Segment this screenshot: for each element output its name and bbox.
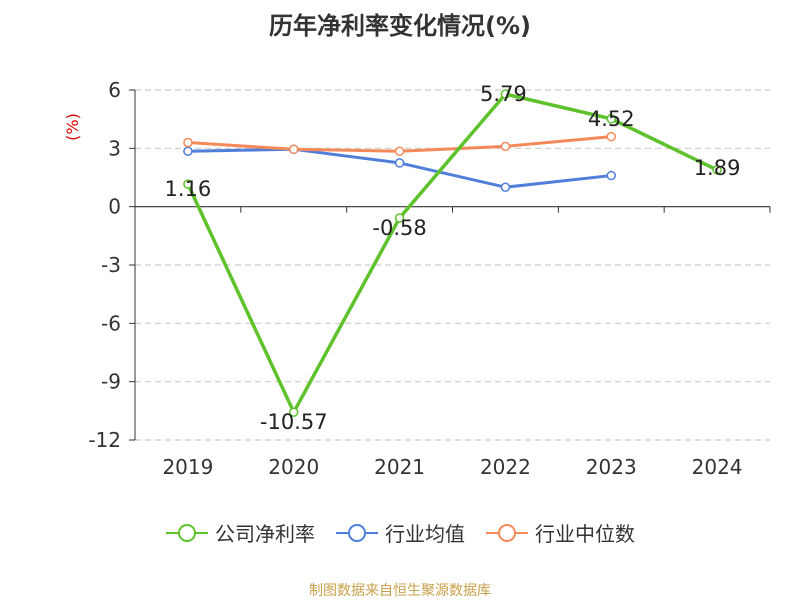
data-point: [500, 89, 511, 99]
data-point: [500, 182, 511, 192]
x-tick-label: 2019: [162, 455, 213, 479]
data-label: -0.58: [372, 216, 426, 240]
data-label: -10.57: [260, 410, 328, 434]
y-tick-label: 3: [108, 136, 121, 160]
line-chart: 6 3 0 -3 -6 -9 -12 (%) 2019 2020 2021 2022 2023 2024 1…: [63, 78, 771, 479]
y-axis-label: (%): [63, 113, 82, 141]
legend-swatch-icon: [336, 523, 378, 542]
legend-label: 行业中位数: [535, 522, 635, 546]
data-point: [606, 170, 616, 181]
data-label: 1.89: [694, 156, 741, 180]
x-tick-label: 2021: [374, 455, 425, 479]
y-tick-label: -12: [88, 428, 121, 452]
data-label: 1.16: [165, 177, 212, 201]
source-footer: 制图数据来自恒生聚源数据库: [309, 583, 491, 599]
data-point: [394, 146, 405, 156]
data-point: [289, 407, 299, 417]
y-tick-label: -9: [101, 370, 121, 394]
data-point: [712, 165, 722, 175]
y-tick-label: -3: [101, 253, 121, 277]
legend-label: 行业均值: [385, 522, 465, 546]
data-point: [183, 179, 193, 189]
data-label: 5.79: [480, 82, 527, 106]
data-point: [394, 213, 405, 223]
x-tick-label: 2024: [692, 455, 743, 479]
data-point: [289, 144, 299, 155]
data-point: [606, 131, 616, 142]
legend-swatch-icon: [486, 523, 528, 542]
data-point: [606, 114, 616, 124]
legend-item[interactable]: 行业中位数: [485, 518, 635, 547]
chart-title: 历年净利率变化情况(%): [269, 12, 531, 40]
data-label: 4.52: [588, 107, 635, 131]
x-tick-label: 2020: [268, 455, 319, 479]
x-tick-label: 2022: [480, 455, 531, 479]
x-tick-label: 2023: [586, 455, 637, 479]
y-tick-label: 6: [108, 78, 121, 102]
legend-item[interactable]: 行业均值: [335, 518, 465, 547]
data-point: [183, 137, 193, 148]
legend-label: 公司净利率: [215, 522, 315, 546]
data-point: [394, 158, 405, 168]
series-line: [186, 92, 718, 414]
y-tick-label: -6: [101, 311, 121, 335]
data-point: [500, 141, 511, 152]
data-point: [183, 146, 193, 156]
legend: 公司净利率 行业均值 行业中位数: [0, 518, 800, 547]
legend-item[interactable]: 公司净利率: [165, 518, 315, 547]
legend-swatch-icon: [166, 523, 208, 542]
y-tick-label: 0: [108, 195, 121, 219]
